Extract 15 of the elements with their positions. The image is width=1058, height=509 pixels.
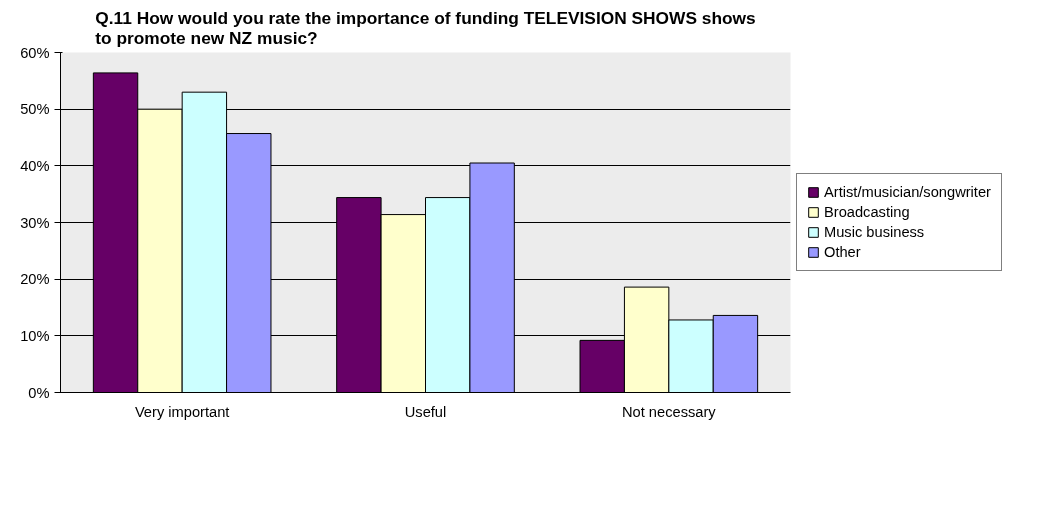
y-tick-label: 40%	[20, 157, 50, 174]
y-tick-label: 20%	[20, 271, 50, 288]
legend-label: Artist/musician/songwriter	[824, 184, 991, 200]
x-tick-label: Not necessary	[621, 403, 717, 420]
legend-label: Other	[824, 244, 861, 260]
x-tick-label: Useful	[404, 403, 447, 420]
chart-title: Q.11 How would you rate the importance of funding TELEVISION SHOWS shows to promote new NZ music?	[95, 7, 756, 48]
legend-label: Broadcasting	[824, 204, 910, 220]
y-tick-label: 60%	[20, 44, 50, 61]
x-tick-label: Very important	[134, 403, 230, 420]
y-tick-label: 10%	[20, 327, 50, 344]
y-tick-label: 50%	[20, 101, 50, 118]
y-tick-label: 0%	[28, 384, 50, 401]
y-tick-label: 30%	[20, 214, 50, 231]
legend-label: Music business	[824, 224, 925, 240]
